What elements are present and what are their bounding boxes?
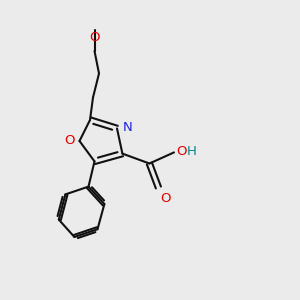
Text: O: O bbox=[64, 134, 75, 148]
Text: O: O bbox=[89, 32, 100, 44]
Text: O: O bbox=[160, 192, 171, 205]
Text: N: N bbox=[123, 121, 133, 134]
Text: H: H bbox=[187, 145, 197, 158]
Text: O: O bbox=[176, 145, 186, 158]
